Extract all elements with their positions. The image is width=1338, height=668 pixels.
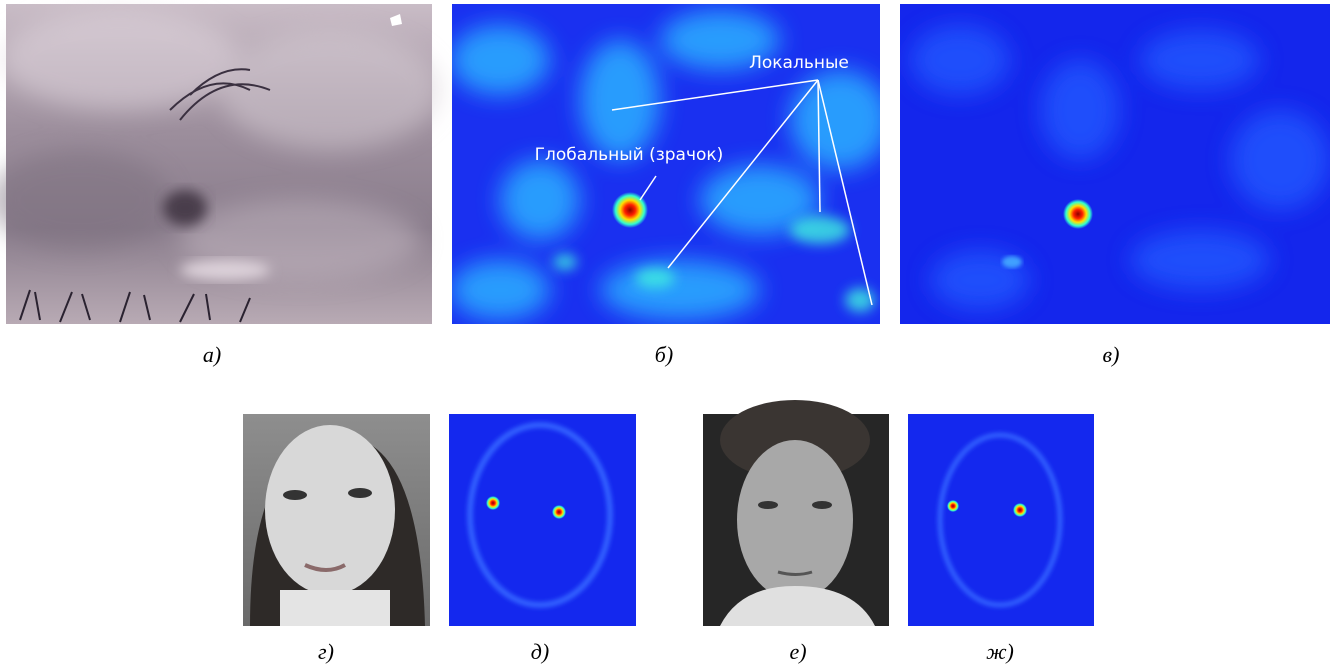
annotation-local: Локальные	[749, 53, 849, 73]
caption: ж)	[986, 639, 1014, 664]
face-photo-2	[703, 400, 889, 626]
caption: а)	[203, 342, 221, 367]
caption: в)	[1103, 342, 1120, 367]
annotation-global: Глобальный (зрачок)	[535, 145, 724, 165]
heatmap-global	[900, 4, 1330, 324]
caption: б)	[655, 342, 673, 367]
caption: г)	[318, 639, 334, 664]
face-photo-1	[243, 414, 430, 626]
heatmap-face-2	[908, 414, 1094, 626]
caption: е)	[789, 639, 806, 664]
heatmap-face-1	[449, 414, 636, 626]
caption: д)	[531, 639, 549, 664]
figure: Локальные Глобальный (зрачок) а) б) в) г…	[0, 0, 1338, 668]
eye-photo	[0, 4, 440, 324]
